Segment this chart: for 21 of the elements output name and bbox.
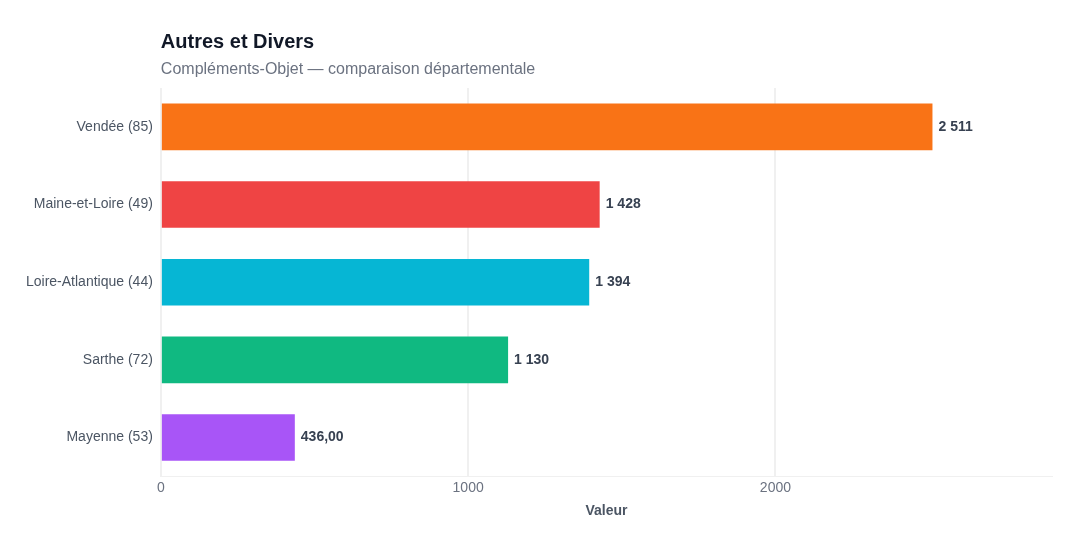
bar	[161, 336, 509, 384]
bar	[161, 258, 590, 306]
y-tick-label: Maine-et-Loire (49)	[33, 195, 153, 212]
data-label: 1 428	[605, 195, 641, 212]
data-label: 2 511	[938, 117, 973, 134]
x-tick-label: 0	[156, 478, 165, 495]
data-label: 1 130	[514, 350, 550, 367]
x-tick-label: 2000	[759, 478, 792, 495]
bar	[161, 181, 600, 228]
y-tick-label: Vendée (85)	[76, 117, 153, 134]
bar	[161, 103, 933, 151]
y-tick-label: Loire-Atlantique (44)	[25, 273, 153, 290]
y-tick-label: Mayenne (53)	[66, 428, 153, 445]
x-tick-label: 1000	[452, 478, 484, 495]
x-axis-title: Valeur	[585, 502, 628, 519]
chart-subtitle: Compléments-Objet — comparaison départementale	[160, 60, 536, 77]
chart-title: Autres et Divers	[160, 30, 315, 52]
data-label: 436,00	[300, 428, 344, 445]
data-label: 1 394	[595, 273, 631, 290]
y-tick-label: Sarthe (72)	[82, 350, 153, 367]
bar	[161, 414, 295, 461]
